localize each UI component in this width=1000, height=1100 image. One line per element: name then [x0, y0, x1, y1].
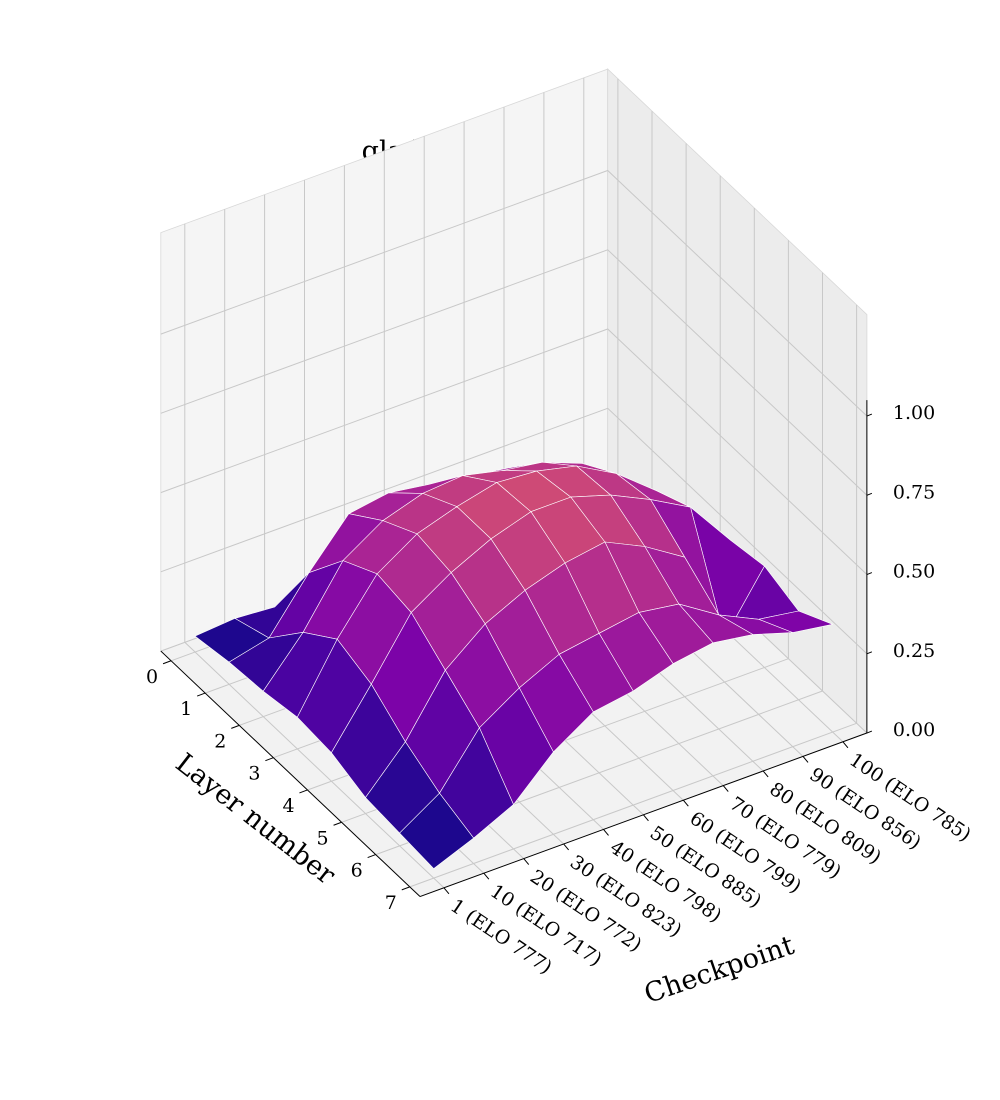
z-tick: [866, 651, 873, 655]
grid-line-z: [160, 249, 868, 496]
x-axis-line: [160, 650, 421, 897]
y-tick: [722, 785, 729, 792]
x-tick: [196, 692, 206, 697]
y-tick: [802, 756, 809, 763]
y-tick: [762, 770, 769, 778]
grid-line-z: [160, 328, 868, 575]
grid-line-z: [160, 407, 868, 655]
z-tick: [866, 572, 873, 575]
x-tick-label: 3: [248, 763, 260, 785]
surface-patch: [399, 792, 474, 869]
z-tick-label: 0.50: [893, 561, 935, 583]
z-tick: [866, 730, 873, 734]
x-tick: [299, 789, 308, 794]
y-tick: [523, 858, 530, 865]
z-tick: [866, 492, 873, 496]
z-tick-label: 0.00: [893, 719, 935, 741]
x-tick-label: 7: [385, 892, 397, 914]
z-tick-label: 0.25: [893, 640, 935, 662]
y-tick: [443, 887, 450, 895]
y-tick: [603, 829, 609, 836]
y-tick: [563, 843, 570, 851]
x-tick-label: 2: [214, 730, 226, 752]
x-tick-label: 4: [282, 795, 294, 817]
x-tick: [265, 757, 274, 762]
z-tick: [866, 413, 873, 417]
tick-marks: [160, 400, 873, 898]
x-tick-label: 1: [180, 698, 192, 720]
x-tick: [401, 886, 410, 891]
x-tick-label: 5: [317, 827, 329, 849]
x-tick: [231, 724, 240, 729]
y-tick: [483, 872, 490, 880]
grid-line-z: [160, 169, 868, 417]
z-tick-label: 0.75: [893, 481, 935, 503]
y-tick: [643, 814, 649, 822]
z-tick-label: 1.00: [893, 402, 935, 424]
x-tick: [333, 821, 342, 826]
y-tick: [842, 741, 849, 749]
surface-mesh: [194, 461, 834, 869]
y-axis-title: Checkpoint: [640, 930, 798, 1010]
x-tick-label: 6: [351, 860, 363, 882]
x-tick: [162, 660, 172, 665]
x-tick-label: 0: [146, 666, 158, 688]
y-tick: [682, 799, 689, 807]
x-tick: [367, 854, 376, 859]
